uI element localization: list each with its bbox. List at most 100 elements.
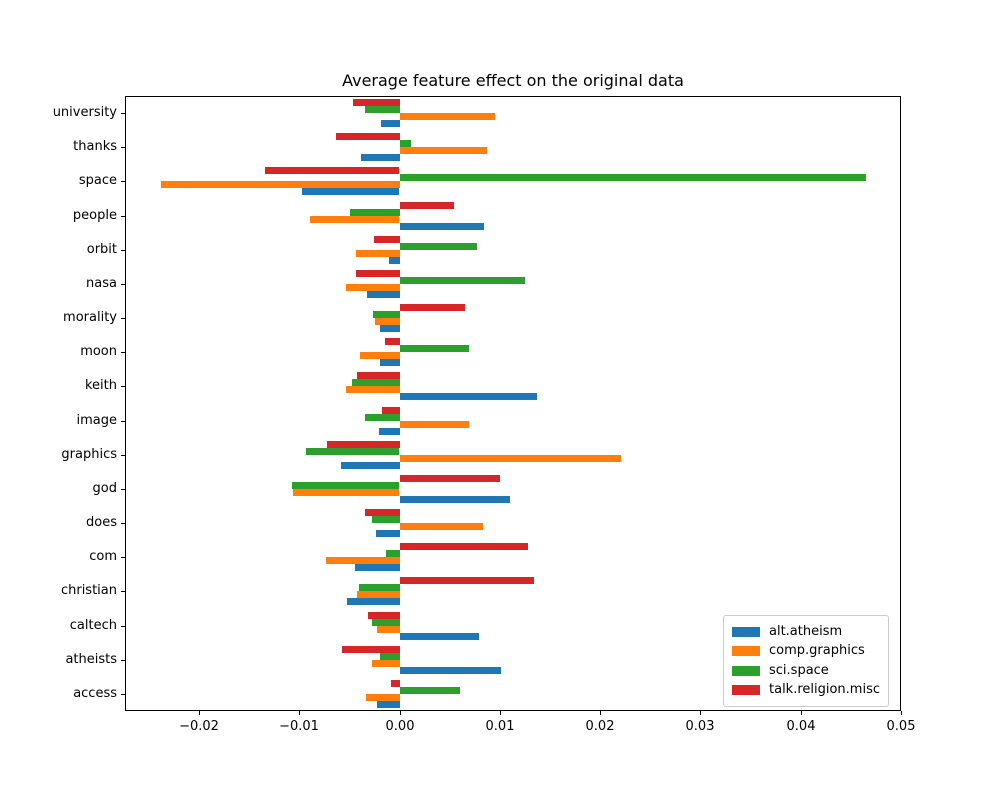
x-tick-label: 0.03: [685, 719, 715, 734]
y-tick-label: image: [76, 413, 118, 428]
x-tick-mark: [500, 711, 501, 715]
bar-sci.space-thanks: [400, 140, 411, 147]
bar-alt.atheism-moon: [380, 359, 400, 366]
bar-sci.space-nasa: [400, 277, 525, 284]
bar-sci.space-christian: [359, 584, 400, 591]
y-tick-mark: [121, 557, 125, 558]
bar-talk.religion.misc-image: [382, 407, 400, 414]
bar-alt.atheism-christian: [347, 598, 400, 605]
bar-comp.graphics-people: [310, 216, 399, 223]
bar-alt.atheism-god: [400, 496, 510, 503]
bar-sci.space-university: [365, 106, 400, 113]
legend-label: comp.graphics: [769, 643, 865, 659]
bar-comp.graphics-access: [366, 694, 400, 701]
bar-sci.space-atheists: [380, 653, 400, 660]
bar-talk.religion.misc-thanks: [336, 133, 400, 140]
y-tick-mark: [121, 284, 125, 285]
bar-alt.atheism-nasa: [367, 291, 400, 298]
bar-talk.religion.misc-moon: [385, 338, 400, 345]
bar-talk.religion.misc-space: [265, 167, 399, 174]
bar-comp.graphics-space: [161, 181, 400, 188]
bar-talk.religion.misc-christian: [400, 577, 534, 584]
bar-alt.atheism-orbit: [389, 257, 400, 264]
y-tick-label: access: [73, 686, 117, 701]
legend: alt.atheism comp.graphics sci.space talk.re…: [723, 615, 889, 707]
bar-comp.graphics-thanks: [400, 147, 487, 154]
y-tick-mark: [121, 523, 125, 524]
legend-swatch-icon: [732, 626, 760, 637]
y-tick-label: com: [89, 549, 117, 564]
y-tick-mark: [121, 352, 125, 353]
legend-swatch-icon: [732, 646, 760, 657]
x-tick-label: −0.01: [279, 719, 319, 734]
bar-sci.space-image: [365, 414, 400, 421]
bar-comp.graphics-caltech: [377, 626, 400, 633]
bar-comp.graphics-nasa: [346, 284, 400, 291]
y-tick-label: caltech: [69, 618, 117, 633]
bar-talk.religion.misc-access: [391, 680, 400, 687]
y-tick-label: space: [78, 173, 117, 188]
y-tick-mark: [121, 147, 125, 148]
bar-comp.graphics-atheists: [372, 660, 400, 667]
bar-alt.atheism-university: [381, 120, 400, 127]
bar-sci.space-moon: [400, 345, 469, 352]
bar-alt.atheism-atheists: [400, 667, 501, 674]
y-tick-label: morality: [63, 310, 117, 325]
y-tick-label: does: [86, 515, 117, 530]
legend-swatch-icon: [732, 665, 760, 676]
legend-label: alt.atheism: [769, 623, 843, 639]
y-tick-mark: [121, 216, 125, 217]
chart-title: Average feature effect on the original d…: [342, 71, 684, 90]
x-tick-mark: [801, 711, 802, 715]
bar-talk.religion.misc-morality: [400, 304, 465, 311]
y-tick-label: atheists: [65, 652, 117, 667]
bar-alt.atheism-thanks: [361, 154, 400, 161]
y-tick-label: thanks: [73, 139, 117, 154]
y-tick-mark: [121, 694, 125, 695]
bar-sci.space-does: [372, 516, 400, 523]
y-tick-label: moon: [80, 344, 117, 359]
bar-alt.atheism-space: [302, 188, 399, 195]
legend-label: talk.religion.misc: [769, 682, 881, 698]
bar-comp.graphics-orbit: [356, 250, 400, 257]
y-tick-mark: [121, 113, 125, 114]
bar-comp.graphics-moon: [360, 352, 400, 359]
x-tick-mark: [199, 711, 200, 715]
bar-comp.graphics-keith: [346, 386, 400, 393]
bar-alt.atheism-caltech: [400, 633, 479, 640]
bar-alt.atheism-people: [400, 223, 484, 230]
bar-alt.atheism-does: [376, 530, 400, 537]
bar-alt.atheism-com: [355, 564, 400, 571]
y-tick-label: god: [92, 481, 117, 496]
bar-alt.atheism-morality: [380, 325, 400, 332]
bar-sci.space-space: [400, 174, 866, 181]
bar-sci.space-caltech: [372, 619, 400, 626]
y-tick-label: orbit: [86, 242, 117, 257]
bar-comp.graphics-graphics: [400, 455, 621, 462]
bar-talk.religion.misc-orbit: [374, 236, 400, 243]
legend-item-alt.atheism: alt.atheism: [732, 622, 880, 641]
bar-talk.religion.misc-graphics: [327, 441, 400, 448]
x-tick-label: 0.00: [385, 719, 415, 734]
y-tick-label: people: [72, 208, 117, 223]
legend-item-sci.space: sci.space: [732, 661, 880, 680]
legend-item-talk.religion.misc: talk.religion.misc: [732, 681, 880, 700]
x-tick-mark: [299, 711, 300, 715]
bar-alt.atheism-keith: [400, 393, 537, 400]
x-tick-mark: [600, 711, 601, 715]
x-tick-mark: [901, 711, 902, 715]
bar-talk.religion.misc-people: [400, 202, 454, 209]
y-tick-label: graphics: [61, 447, 117, 462]
legend-swatch-icon: [732, 685, 760, 696]
bar-sci.space-morality: [373, 311, 400, 318]
bar-sci.space-keith: [352, 379, 400, 386]
x-tick-label: 0.01: [485, 719, 515, 734]
bar-sci.space-graphics: [306, 448, 399, 455]
bar-alt.atheism-image: [379, 428, 400, 435]
bar-comp.graphics-morality: [375, 318, 400, 325]
y-tick-mark: [121, 421, 125, 422]
bar-talk.religion.misc-does: [365, 509, 400, 516]
bar-talk.religion.misc-keith: [357, 372, 400, 379]
bar-talk.religion.misc-god: [400, 475, 500, 482]
